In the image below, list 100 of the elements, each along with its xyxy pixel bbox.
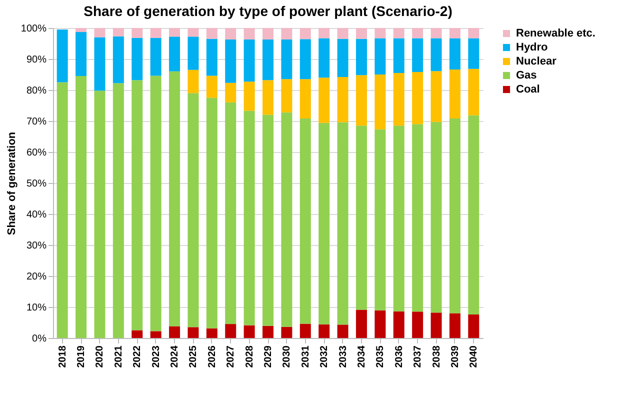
x-tick-label: 2018	[57, 345, 68, 368]
bar	[430, 38, 442, 72]
bar	[281, 79, 292, 112]
bar	[412, 124, 424, 312]
bar	[449, 313, 460, 338]
bar	[337, 38, 348, 77]
bar	[225, 28, 236, 40]
bar	[449, 28, 460, 38]
bar	[468, 68, 480, 116]
bar	[94, 90, 106, 338]
x-tick-label: 2031	[300, 345, 312, 368]
bar	[318, 28, 330, 38]
bar	[188, 327, 199, 338]
bar	[169, 71, 180, 326]
bar	[262, 326, 274, 338]
bar	[449, 38, 460, 70]
bar	[393, 28, 404, 38]
x-tick-label: 2023	[150, 345, 162, 368]
bar	[468, 28, 480, 38]
y-tick-label: 10%	[26, 302, 47, 314]
y-tick-label: 20%	[26, 272, 47, 282]
bar	[356, 38, 367, 76]
bar	[318, 122, 330, 324]
bar	[374, 38, 386, 74]
bar	[169, 28, 180, 37]
bar	[56, 82, 68, 338]
bar	[225, 82, 236, 102]
legend-label: Nuclear	[516, 56, 558, 68]
bar	[356, 75, 367, 126]
bar	[412, 28, 424, 38]
bar	[206, 328, 218, 338]
bar	[318, 78, 330, 123]
bar	[300, 324, 311, 338]
bar	[262, 39, 274, 80]
bar	[188, 93, 199, 328]
bar	[374, 28, 386, 38]
chart-title: Share of generation by type of power plant (Scenario-2)	[84, 3, 452, 19]
bar	[281, 326, 292, 338]
bar	[262, 80, 274, 115]
bar	[468, 38, 480, 69]
x-tick-label: 2021	[113, 345, 124, 368]
bar	[206, 76, 218, 98]
y-tick-label: 100%	[20, 24, 47, 34]
bar	[132, 80, 143, 330]
x-tick-label: 2034	[356, 345, 368, 368]
x-tick-label: 2039	[450, 345, 461, 368]
bar	[206, 98, 218, 328]
bar	[337, 28, 348, 39]
bar	[318, 324, 330, 338]
x-tick-label: 2030	[282, 345, 293, 368]
bar	[468, 115, 480, 314]
legend-label: Renewable etc.	[516, 28, 596, 40]
x-tick-label: 2027	[226, 345, 237, 368]
y-tick-label: 80%	[26, 86, 47, 96]
bar	[132, 38, 143, 80]
bar	[225, 102, 236, 324]
bar	[281, 28, 292, 40]
bar	[412, 38, 424, 72]
x-tick-label: 2040	[468, 345, 480, 368]
bar	[225, 324, 236, 338]
x-tick-label: 2038	[431, 345, 442, 368]
bar	[393, 311, 404, 338]
bar	[112, 83, 124, 338]
bar	[206, 38, 218, 76]
bar	[150, 331, 162, 338]
y-tick-label: 60%	[26, 148, 47, 158]
y-axis-title: Share of generation	[6, 132, 18, 236]
bar	[76, 76, 87, 338]
bar	[262, 114, 274, 326]
x-tick-label: 2028	[244, 345, 256, 368]
y-tick-label: 0%	[32, 334, 47, 344]
bar	[393, 126, 404, 312]
bar	[356, 126, 367, 310]
bar	[449, 70, 460, 119]
bar	[206, 28, 218, 39]
bar	[430, 71, 442, 122]
y-tick-label: 90%	[26, 54, 47, 66]
x-tick-label: 2024	[170, 345, 181, 368]
bar	[150, 76, 162, 332]
bar	[112, 36, 124, 84]
bar	[430, 122, 442, 313]
bar	[244, 325, 255, 338]
x-tick-label: 2035	[375, 345, 386, 368]
bar	[318, 38, 330, 78]
bar	[169, 326, 180, 338]
bar	[300, 39, 311, 80]
bar	[132, 28, 143, 38]
bar	[244, 28, 255, 40]
legend-label: Gas	[516, 70, 537, 82]
bar	[76, 32, 87, 76]
bar	[112, 28, 124, 36]
legend-label: Coal	[516, 84, 540, 96]
bar	[300, 118, 311, 324]
y-tick-label: 70%	[26, 116, 47, 128]
bar	[169, 36, 180, 72]
bar	[244, 110, 255, 326]
bar	[393, 38, 404, 73]
bar	[132, 330, 143, 338]
bar	[150, 28, 162, 38]
bar	[337, 76, 348, 122]
